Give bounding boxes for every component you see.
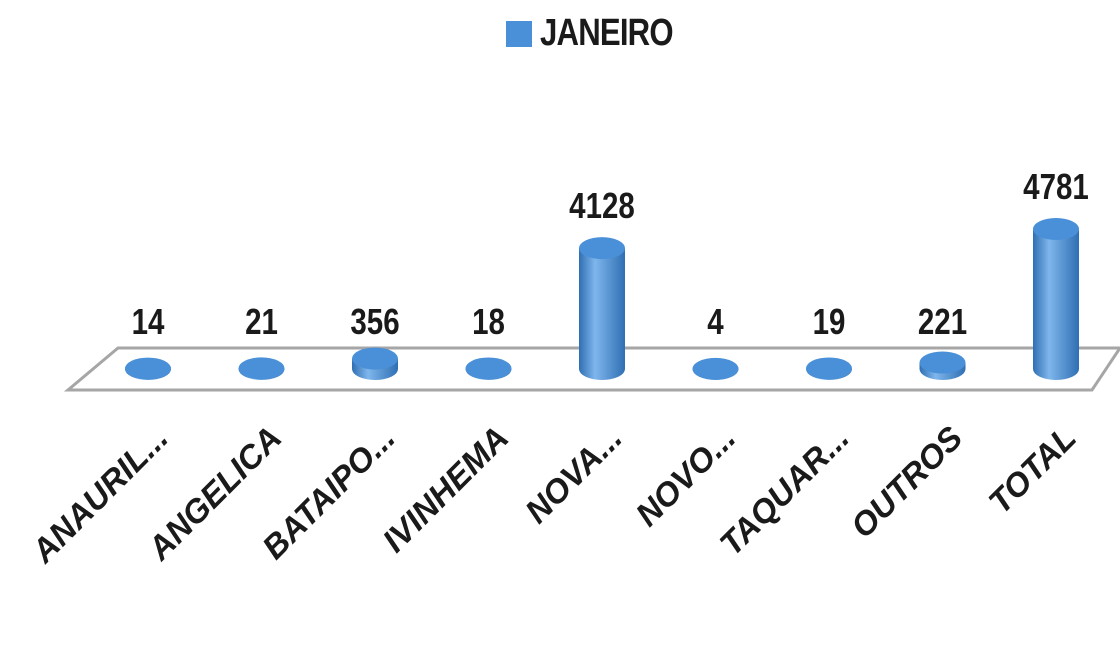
category-label-9: TOTAL: [981, 419, 1083, 521]
data-label-4: 18: [472, 301, 505, 341]
bar-2-top: [238, 357, 285, 380]
category-label-8: OUTROS: [843, 419, 969, 545]
bar-9: [1033, 229, 1079, 380]
data-label-5: 4128: [569, 185, 635, 225]
bar-3-top: [352, 347, 398, 370]
data-label-6: 4: [707, 301, 724, 341]
bar-9-top: [1033, 218, 1079, 240]
data-label-7: 19: [813, 301, 846, 341]
data-label-9: 4781: [1023, 166, 1089, 206]
data-label-8: 221: [918, 301, 967, 341]
bar-1-top: [125, 357, 171, 380]
category-label-6: NOVO...: [628, 419, 742, 533]
bar-5: [579, 248, 625, 380]
bar-5-top: [579, 237, 625, 260]
legend-swatch: [506, 20, 532, 47]
bar-8-top: [919, 351, 966, 374]
bar-6-top: [692, 357, 739, 380]
data-label-1: 14: [132, 301, 165, 341]
data-label-2: 21: [245, 301, 278, 341]
data-label-3: 356: [350, 301, 399, 341]
bar-4-top: [465, 357, 512, 380]
legend-label: JANEIRO: [540, 12, 674, 54]
legend: JANEIRO: [506, 12, 702, 55]
bar-7-top: [806, 357, 852, 380]
category-label-5: NOVA...: [518, 419, 629, 530]
